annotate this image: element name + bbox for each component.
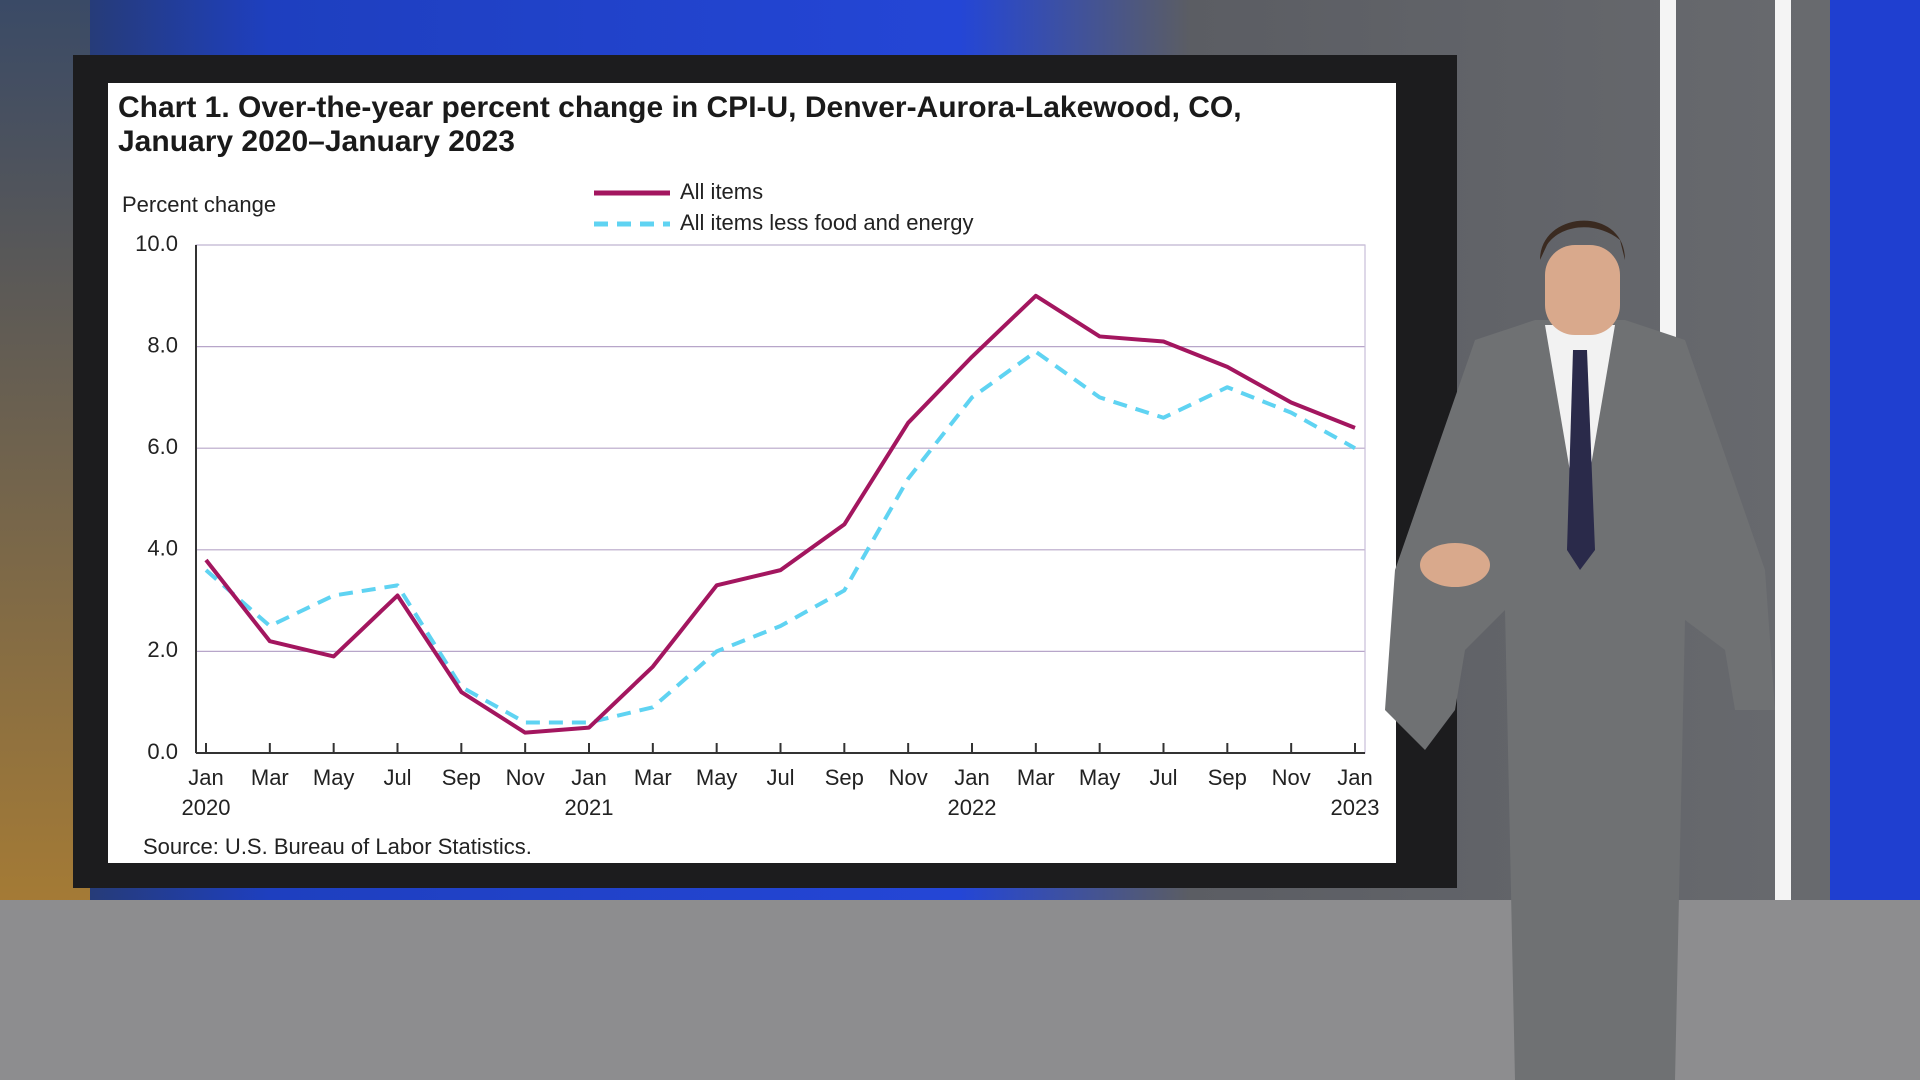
x-tick-label: Jul [1149, 765, 1178, 790]
y-axis-label: Percent change [122, 192, 276, 217]
x-tick-label: Sep [441, 765, 481, 790]
x-tick-label: Jan 2023 [1330, 765, 1380, 820]
x-tick-label: May [695, 765, 738, 790]
light-strip [1775, 0, 1791, 900]
y-tick-label: 0.0 [147, 739, 178, 764]
y-tick-label: 8.0 [147, 332, 178, 357]
x-tick-label: Sep [1207, 765, 1247, 790]
blue-wall [1830, 0, 1920, 920]
chart: Percent change Source: U.S. Bureau of Lab… [122, 179, 1366, 859]
y-tick-label: 2.0 [147, 637, 178, 662]
x-tick-label: May [1078, 765, 1121, 790]
legend-label: All items less food and energy [680, 210, 974, 235]
x-tick-label: Nov [1271, 765, 1311, 790]
x-tick-label: Jan 2021 [564, 765, 614, 820]
chart-title: Chart 1. Over-the-year percent change in… [118, 91, 1242, 158]
x-tick-label: May [312, 765, 355, 790]
x-tick-label: Jul [383, 765, 412, 790]
x-tick-label: Jan 2020 [181, 765, 231, 820]
x-tick-label: Nov [505, 765, 545, 790]
x-tick-label: Nov [888, 765, 928, 790]
plot-frame [195, 244, 1366, 754]
x-tick-label: Mar [633, 765, 672, 790]
presenter [1385, 220, 1775, 1080]
source: Source: U.S. Bureau of Labor Statistics. [143, 834, 532, 859]
x-tick-label: Jan 2022 [947, 765, 997, 820]
y-tick-label: 6.0 [147, 434, 178, 459]
x-tick-label: Mar [1016, 765, 1055, 790]
y-tick-label: 4.0 [147, 536, 178, 561]
series-line [204, 349, 1356, 725]
chart-panel: Percent change Source: U.S. Bureau of Lab… [108, 83, 1396, 863]
legend-label: All items [680, 179, 763, 204]
series-line [204, 293, 1356, 735]
x-tick-label: Mar [250, 765, 289, 790]
x-tick-label: Jul [766, 765, 795, 790]
x-tick-label: Sep [824, 765, 864, 790]
y-tick-label: 10.0 [135, 231, 178, 256]
